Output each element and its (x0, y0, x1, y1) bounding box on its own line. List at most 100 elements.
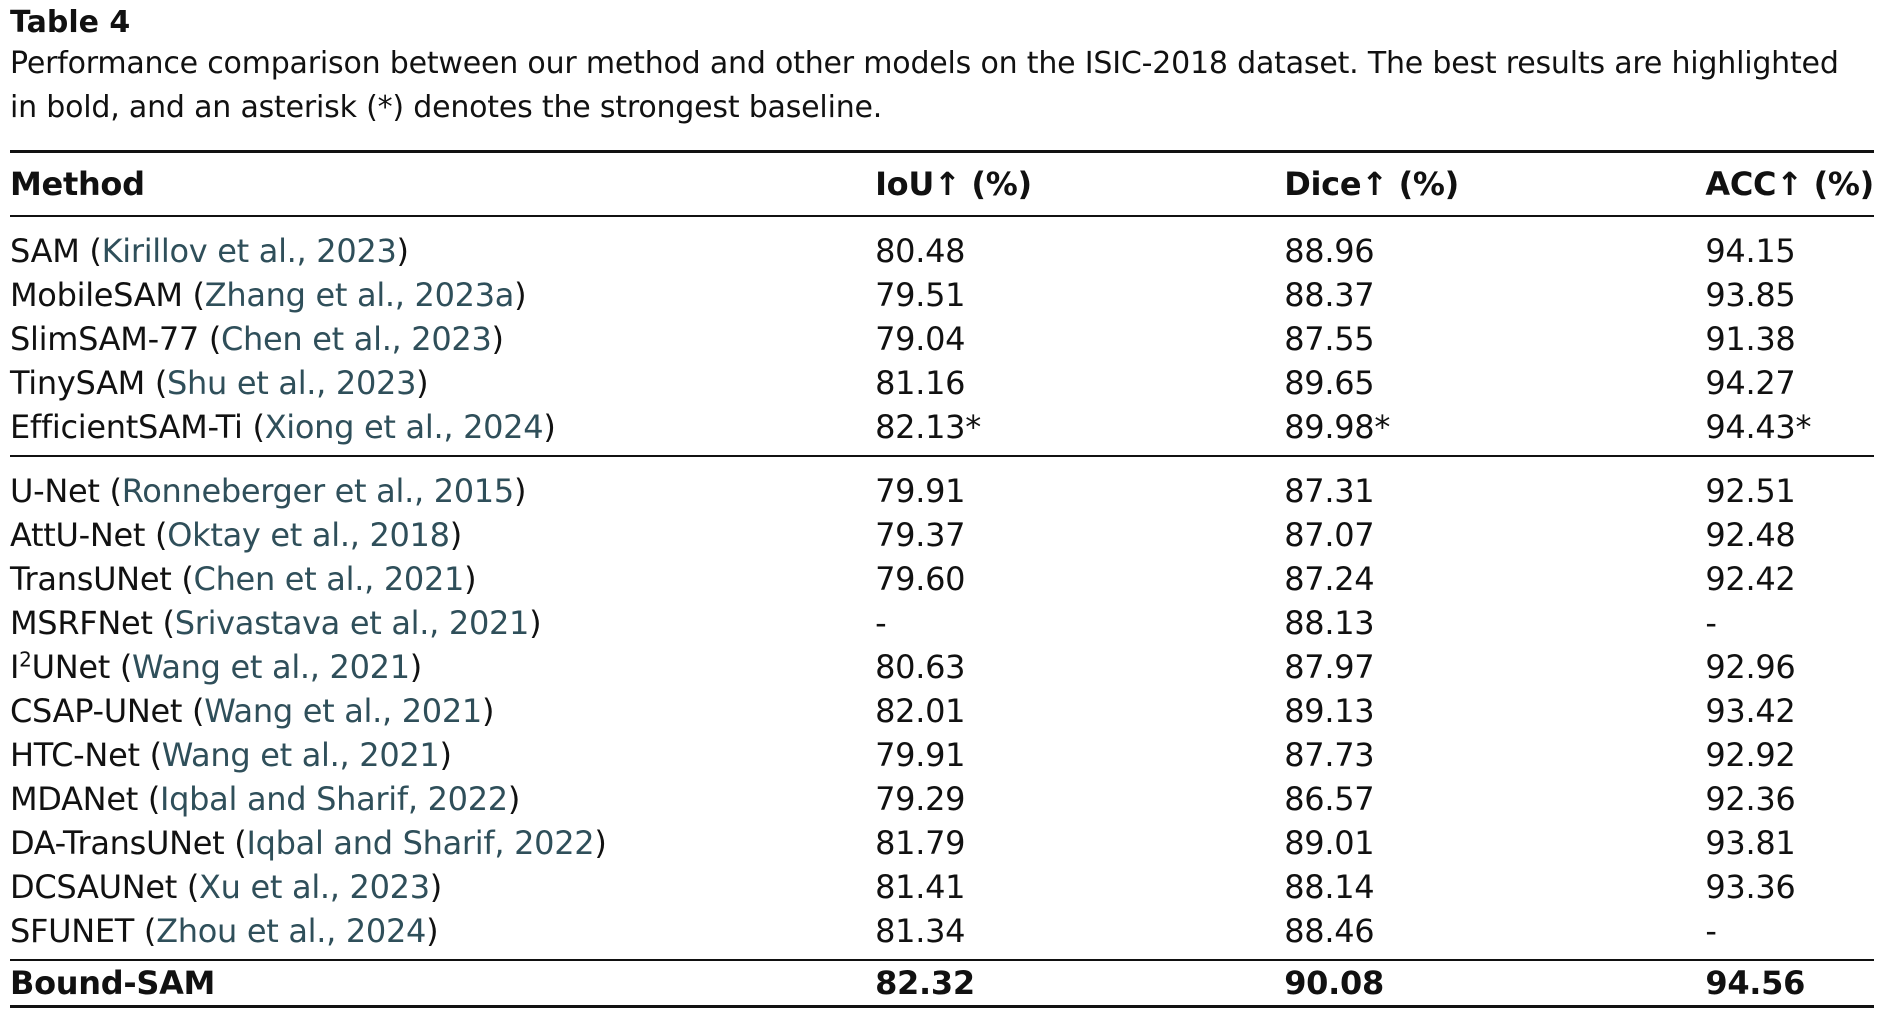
method-cell: TinySAM (Shu et al., 2023) (10, 364, 429, 402)
acc-cell: 92.92 (1705, 736, 1796, 774)
table-row: I2UNet (Wang et al., 2021) 80.63 87.97 9… (10, 645, 1874, 689)
table-label: Table 4 (10, 5, 131, 40)
method-cell: DA-TransUNet (Iqbal and Sharif, 2022) (10, 824, 607, 862)
citation-link[interactable]: Srivastava et al., 2021 (174, 604, 530, 642)
method-name: TinySAM (10, 364, 145, 402)
dice-cell: 87.07 (1284, 516, 1375, 554)
iou-cell: 79.37 (875, 516, 966, 554)
method-cell: SFUNET (Zhou et al., 2024) (10, 912, 439, 950)
citation-link[interactable]: Iqbal and Sharif, 2022 (160, 780, 508, 818)
table-row: MobileSAM (Zhang et al., 2023a) 79.51 88… (10, 273, 1874, 317)
iou-cell: 79.91 (875, 736, 966, 774)
citation-link[interactable]: Iqbal and Sharif, 2022 (246, 824, 595, 862)
acc-cell: 93.85 (1705, 276, 1796, 314)
citation-link[interactable]: Ronneberger et al., 2015 (121, 472, 515, 510)
method-cell: SlimSAM-77 (Chen et al., 2023) (10, 320, 504, 358)
table-row: MDANet (Iqbal and Sharif, 2022) 79.29 86… (10, 777, 1874, 821)
sam-group: SAM (Kirillov et al., 2023) 80.48 88.96 … (10, 216, 1874, 456)
method-cell: MSRFNet (Srivastava et al., 2021) (10, 604, 542, 642)
citation-link[interactable]: Zhang et al., 2023a (204, 276, 515, 314)
acc-cell: 92.48 (1705, 516, 1796, 554)
citation-link[interactable]: Wang et al., 2021 (204, 692, 482, 730)
citation-link[interactable]: Chen et al., 2021 (193, 560, 465, 598)
dice-cell: 90.08 (1284, 964, 1384, 1002)
table-caption: Performance comparison between our metho… (10, 46, 1839, 125)
method-cell: MDANet (Iqbal and Sharif, 2022) (10, 780, 521, 818)
table-row: U-Net (Ronneberger et al., 2015) 79.91 8… (10, 456, 1874, 513)
method-name: EfficientSAM-Ti (10, 408, 243, 446)
dice-cell: 87.73 (1284, 736, 1375, 774)
citation-link[interactable]: Kirillov et al., 2023 (101, 232, 397, 270)
method-name: U-Net (10, 472, 100, 510)
iou-cell: 81.79 (875, 824, 966, 862)
citation-link[interactable]: Chen et al., 2023 (221, 320, 492, 358)
method-cell: TransUNet (Chen et al., 2021) (10, 560, 477, 598)
table-row: MSRFNet (Srivastava et al., 2021) - 88.1… (10, 601, 1874, 645)
method-name: DCSAUNet (10, 868, 177, 906)
citation-link[interactable]: Xu et al., 2023 (199, 868, 430, 906)
citation-link[interactable]: Xiong et al., 2024 (264, 408, 544, 446)
acc-cell: 92.36 (1705, 780, 1796, 818)
dice-cell: 88.14 (1284, 868, 1375, 906)
iou-cell: 79.04 (875, 320, 966, 358)
unet-group: U-Net (Ronneberger et al., 2015) 79.91 8… (10, 456, 1874, 960)
citation-link[interactable]: Oktay et al., 2018 (167, 516, 450, 554)
iou-cell: 82.01 (875, 692, 966, 730)
method-name-prefix: I (10, 648, 20, 686)
method-cell: Bound-SAM (10, 964, 216, 1002)
table-row: DCSAUNet (Xu et al., 2023) 81.41 88.14 9… (10, 865, 1874, 909)
acc-cell: 94.43* (1705, 408, 1812, 446)
method-name: CSAP-UNet (10, 692, 183, 730)
table-row: SAM (Kirillov et al., 2023) 80.48 88.96 … (10, 216, 1874, 273)
dice-cell: 88.46 (1284, 912, 1375, 950)
method-name: I2UNet (10, 648, 110, 686)
method-name-suffix: UNet (31, 648, 111, 686)
table-row: HTC-Net (Wang et al., 2021) 79.91 87.73 … (10, 733, 1874, 777)
method-cell: AttU-Net (Oktay et al., 2018) (10, 516, 462, 554)
iou-cell: 79.60 (875, 560, 966, 598)
citation-link[interactable]: Wang et al., 2021 (132, 648, 410, 686)
header-acc: ACC↑ (%) (1705, 165, 1874, 203)
dice-cell: 88.37 (1284, 276, 1375, 314)
table-row: EfficientSAM-Ti (Xiong et al., 2024) 82.… (10, 405, 1874, 456)
method-name: MobileSAM (10, 276, 183, 314)
citation-link[interactable]: Shu et al., 2023 (167, 364, 417, 402)
acc-cell: 92.51 (1705, 472, 1796, 510)
method-cell: HTC-Net (Wang et al., 2021) (10, 736, 452, 774)
dice-cell: 88.13 (1284, 604, 1375, 642)
iou-cell: 79.29 (875, 780, 966, 818)
dice-cell: 89.98* (1284, 408, 1391, 446)
best-result-row: Bound-SAM 82.32 90.08 94.56 (10, 960, 1874, 1007)
header-method: Method (10, 165, 145, 203)
method-name: TransUNet (10, 560, 172, 598)
citation-link[interactable]: Zhou et al., 2024 (156, 912, 427, 950)
iou-cell: 79.91 (875, 472, 966, 510)
dice-cell: 87.31 (1284, 472, 1375, 510)
iou-cell: 80.63 (875, 648, 966, 686)
method-cell: EfficientSAM-Ti (Xiong et al., 2024) (10, 408, 556, 446)
header-dice: Dice↑ (%) (1284, 165, 1459, 203)
method-cell: I2UNet (Wang et al., 2021) (10, 647, 422, 686)
acc-cell: 92.42 (1705, 560, 1796, 598)
dice-cell: 87.24 (1284, 560, 1375, 598)
method-cell: DCSAUNet (Xu et al., 2023) (10, 868, 442, 906)
method-cell: CSAP-UNet (Wang et al., 2021) (10, 692, 495, 730)
acc-cell: - (1705, 912, 1717, 950)
acc-cell: 93.42 (1705, 692, 1796, 730)
method-cell: U-Net (Ronneberger et al., 2015) (10, 472, 527, 510)
acc-cell: 91.38 (1705, 320, 1796, 358)
iou-cell: - (875, 604, 887, 642)
iou-cell: 81.41 (875, 868, 966, 906)
acc-cell: 92.96 (1705, 648, 1796, 686)
ours-group: Bound-SAM 82.32 90.08 94.56 (10, 960, 1874, 1007)
method-cell: SAM (Kirillov et al., 2023) (10, 232, 409, 270)
method-name: SlimSAM-77 (10, 320, 199, 358)
paper-page: Table 4 Performance comparison between o… (10, 5, 1874, 1007)
dice-cell: 89.01 (1284, 824, 1375, 862)
method-name: MSRFNet (10, 604, 153, 642)
dice-cell: 89.65 (1284, 364, 1375, 402)
dice-cell: 88.96 (1284, 232, 1375, 270)
table-row: SFUNET (Zhou et al., 2024) 81.34 88.46 - (10, 909, 1874, 960)
table-row: TinySAM (Shu et al., 2023) 81.16 89.65 9… (10, 361, 1874, 405)
citation-link[interactable]: Wang et al., 2021 (161, 736, 440, 774)
